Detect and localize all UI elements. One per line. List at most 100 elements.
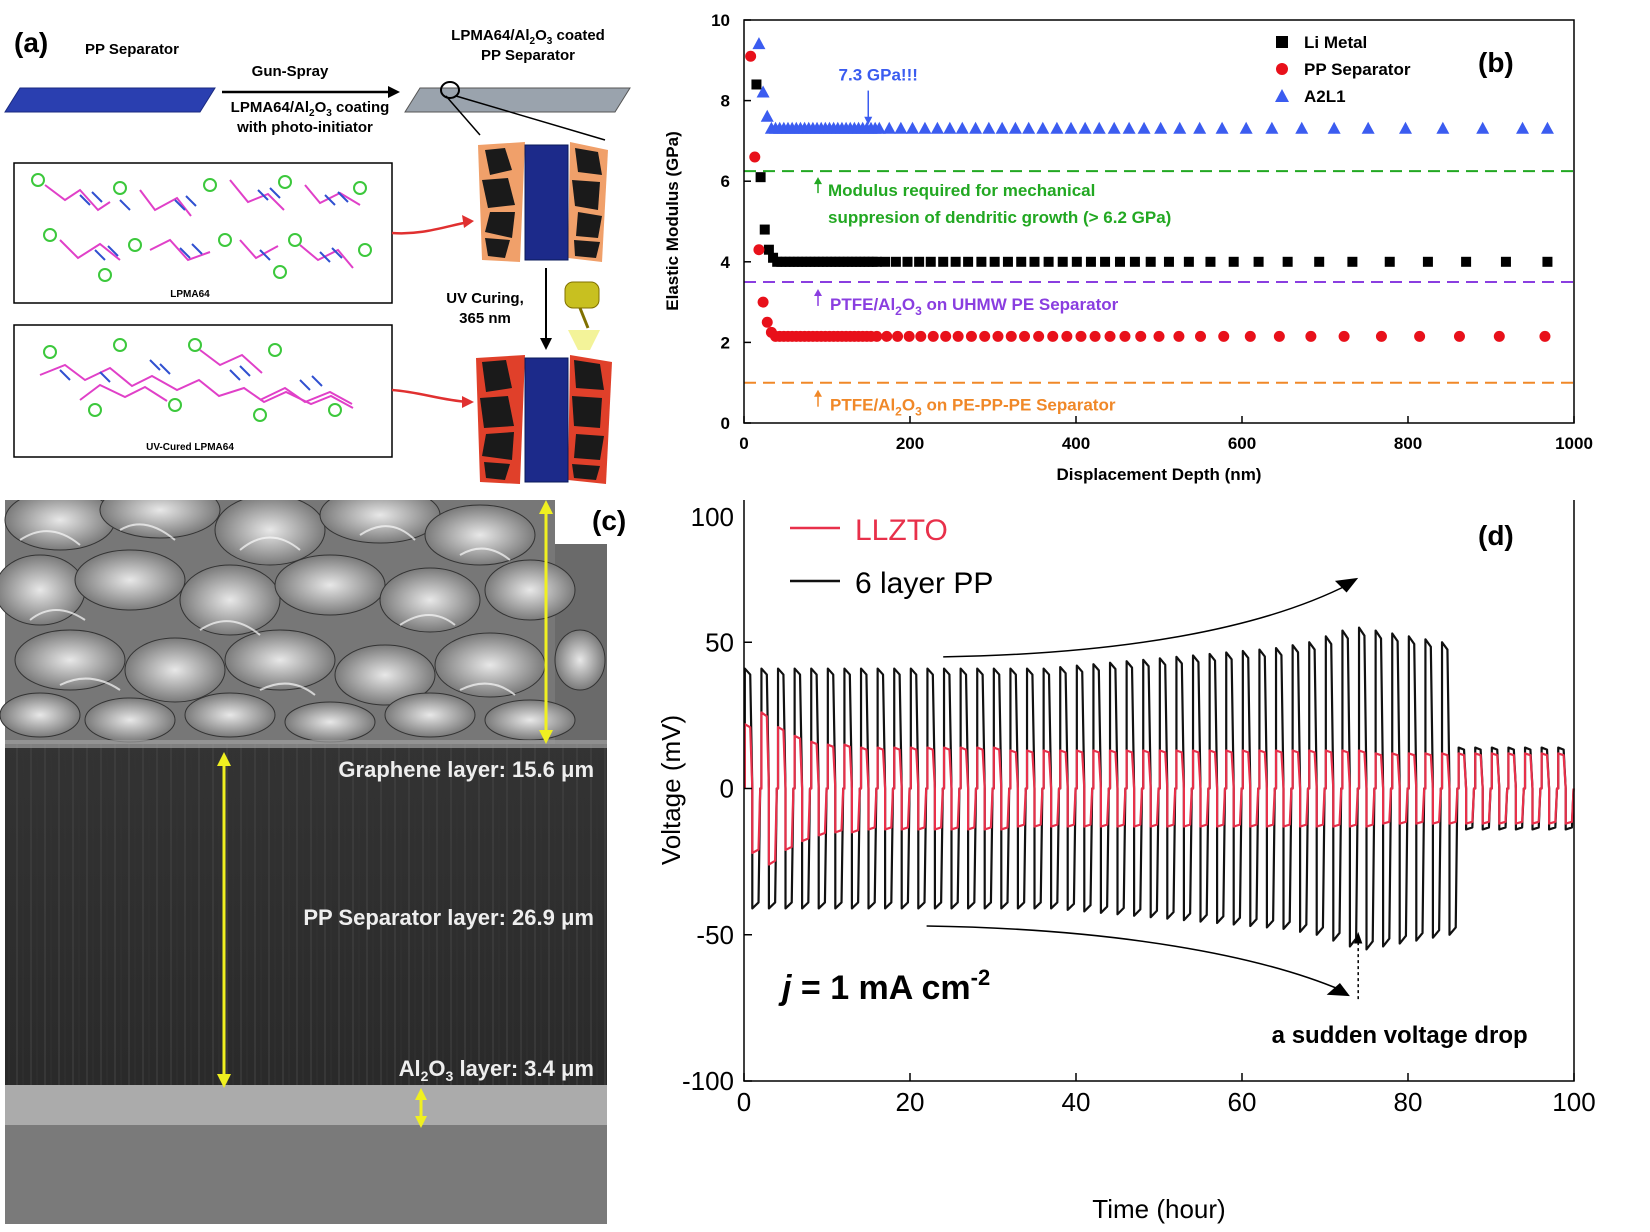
li-metal-point <box>925 256 936 267</box>
pp-separator-point <box>1453 330 1465 342</box>
lower-trend-arrow <box>926 925 1342 992</box>
li-metal-point <box>1183 256 1194 267</box>
a2l1-point <box>1092 121 1106 134</box>
li-metal-point <box>880 256 891 267</box>
li-metal-point <box>963 256 974 267</box>
legend-label: A2L1 <box>1304 87 1346 106</box>
a2l1-point <box>1122 121 1136 134</box>
uv-cured-label: UV-Cured LPMA64 <box>146 442 234 453</box>
a2l1-point <box>872 121 886 134</box>
gpa-annotation-arrowhead <box>864 116 873 125</box>
uv-curing-line1: UV Curing, <box>446 290 524 307</box>
y-tick-label: 4 <box>721 253 731 272</box>
voltage-drop-label: a sudden voltage drop <box>1272 1022 1528 1049</box>
panel-d-voltage-chart: 0 20 40 60 80 100 -100 -50 0 50 100 Time (hour) Vo… <box>650 495 1650 1227</box>
x-tick-label: 60 <box>1228 1087 1257 1117</box>
x-tick-label: 80 <box>1394 1087 1423 1117</box>
li-metal-point <box>1016 256 1027 267</box>
zoom-line-left <box>445 95 481 136</box>
a2l1-point <box>943 121 957 134</box>
x-tick-label: 800 <box>1394 434 1422 453</box>
uv-cured-molecules <box>39 338 354 422</box>
a2l1-point <box>1064 121 1078 134</box>
voltage-legend: LLZTO 6 layer PP <box>790 514 993 600</box>
y-tick-label: 0 <box>720 774 734 804</box>
a2l1-point <box>1022 121 1036 134</box>
pp-separator-point <box>1019 330 1031 342</box>
panel-b-modulus-chart: 0 200 400 600 800 1000 0 2 4 6 8 10 Displacement De… <box>650 0 1650 500</box>
li-metal-point <box>755 172 766 183</box>
pp-separator-point <box>1153 330 1165 342</box>
a2l1-point <box>1295 121 1309 134</box>
pp-separator-point <box>1061 330 1073 342</box>
a2l1-point <box>882 121 896 134</box>
zoom-line-right <box>455 95 606 141</box>
pp-separator-point <box>1195 330 1206 342</box>
upper-trend-arrow <box>943 583 1351 658</box>
li-metal-point <box>914 256 925 267</box>
pp-separator-point <box>1414 330 1426 342</box>
x-tick-label: 0 <box>737 1087 751 1117</box>
li-metal-point <box>976 256 987 267</box>
coated-cross-section-bottom <box>476 355 612 484</box>
legend-label-1: 6 layer PP <box>855 567 993 600</box>
legend-label: PP Separator <box>1304 60 1411 79</box>
x-tick-label: 600 <box>1228 434 1256 453</box>
a2l1-point <box>1036 121 1050 134</box>
a2l1-point <box>1516 121 1530 134</box>
a2l1-point <box>1361 121 1375 134</box>
lpma64-box <box>13 162 393 304</box>
current-density-label: j = 1 mA cm-2 <box>778 965 990 1007</box>
ref-arrowhead-2 <box>814 389 822 397</box>
coated-cross-section-top <box>478 142 608 262</box>
x-tick-label: 100 <box>1552 1087 1595 1117</box>
a2l1-point <box>1137 121 1151 134</box>
li-metal-point <box>759 224 770 235</box>
coated-line2: PP Separator <box>481 47 575 64</box>
pp-separator-point <box>1338 330 1350 342</box>
li-metal-point <box>1129 256 1140 267</box>
coated-line1: LPMA64/Al2O3 coated <box>451 27 605 47</box>
a2l1-point <box>1154 121 1168 134</box>
a2l1-point <box>1107 121 1121 134</box>
li-metal-point <box>751 79 762 90</box>
li-metal-point <box>1029 256 1040 267</box>
ref-label-1: PTFE/Al2O3 on UHMW PE Separator <box>830 295 1119 318</box>
li-metal-point <box>1282 256 1293 267</box>
arrow-head-1 <box>462 215 474 228</box>
coating-line2: with photo-initiator <box>236 119 373 136</box>
voltage-y-axis-label: Voltage (mV) <box>656 715 686 865</box>
graphene-layer-text: Graphene layer: 15.6 μm <box>338 757 594 782</box>
curing-arrow-head <box>540 338 552 350</box>
y-tick-label: 10 <box>711 11 730 30</box>
li-metal-point <box>1461 256 1472 267</box>
y-tick-label: 8 <box>721 92 730 111</box>
li-metal-point <box>1205 256 1216 267</box>
voltage-series-lines <box>743 626 1575 951</box>
y-tick-label: 2 <box>721 333 730 352</box>
pp-separator-point <box>1244 330 1256 342</box>
uv-lamp-icon <box>564 281 600 350</box>
modulus-annotations: 7.3 GPa!!! Modulus required for mechanica… <box>814 66 1171 419</box>
al2o3-thickness-arrow <box>415 1088 427 1128</box>
y-tick-label: -100 <box>682 1066 734 1096</box>
li-metal-point <box>1228 256 1239 267</box>
pp-separator-point <box>965 330 977 342</box>
pp-separator-point <box>1493 330 1505 342</box>
pp-separator-point <box>1218 330 1230 342</box>
voltage-x-axis-label: Time (hour) <box>1092 1194 1225 1224</box>
voltage-annotations: j = 1 mA cm-2 a sudden voltage drop <box>778 577 1528 1049</box>
a2l1-point <box>1078 121 1092 134</box>
pp-separator-point <box>881 330 893 342</box>
li-metal-point <box>1043 256 1054 267</box>
x-tick-label: 20 <box>896 1087 925 1117</box>
pp-separator-point <box>1173 330 1185 342</box>
a2l1-point <box>1173 121 1187 134</box>
modulus-plot-frame <box>743 19 1575 424</box>
llzto-line <box>743 711 1575 866</box>
a2l1-point <box>760 109 774 122</box>
pp-separator-point <box>753 244 765 256</box>
li-metal-point <box>1542 256 1553 267</box>
pp-separator-point <box>903 330 915 342</box>
pp-separator-point <box>992 330 1004 342</box>
